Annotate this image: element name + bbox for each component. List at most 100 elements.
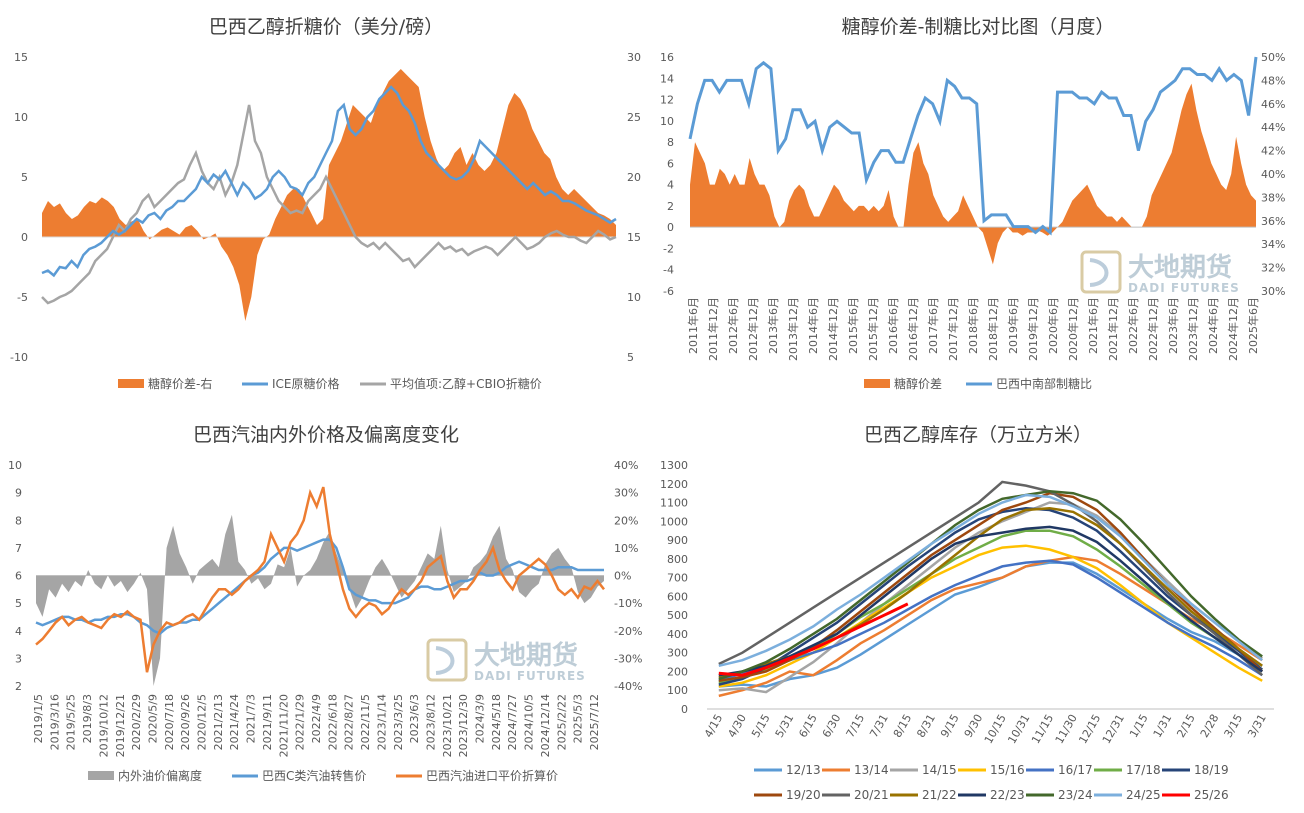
x-tick-label: 2019/3/16 [48,694,61,750]
x-tick-label: 2025年6月 [1246,297,1260,354]
x-tick-label: 2022/8/27 [343,694,356,750]
chart-gasoline-prices: 巴西汽油内外价格及偏离度变化 2 3 4 5 6 7 8 9 10 -40% -30% -20% -10… [8,424,642,783]
legend-label: 24/25 [1126,788,1161,802]
right-tick-label: 48% [1261,74,1285,87]
series-marks [688,56,1258,265]
legend-label: 22/23 [990,788,1025,802]
legend-label: 内外油价偏离度 [118,768,202,783]
legend: 糖醇价差 巴西中南部制糖比 [864,376,1092,391]
legend-label: 19/20 [786,788,821,802]
x-tick-label: 11/30 [1053,712,1080,746]
left-tick-label: 14 [660,72,674,85]
left-tick-label: 10 [660,115,674,128]
legend-label: 糖醇价差 [894,376,942,391]
watermark-mark [426,638,468,682]
legend-label: 13/14 [854,763,889,777]
right-tick-label: 40% [614,459,638,472]
legend-swatch [88,771,114,780]
x-tick-label: 2023/3/25 [392,694,405,750]
x-tick-label: 2022年6月 [1126,297,1140,354]
series-line-avg [41,104,617,305]
legend-label: 16/17 [1058,763,1093,777]
x-tick-label: 2020/7/18 [163,694,176,750]
x-tick-label: 2024/3/9 [474,694,487,743]
left-tick-label: 400 [667,628,688,641]
left-tick-label: 15 [14,51,28,64]
left-tick-label: 10 [14,111,28,124]
left-tick-label: 5 [15,597,22,610]
series-area-spread [42,69,616,321]
x-tick-label: 2025/2/22 [555,694,568,750]
right-tick-label: 0% [614,570,631,583]
x-tick-label: 2021/9/11 [261,694,274,750]
series-line-25-26 [718,602,909,677]
right-tick-label: -30% [614,652,642,665]
series-line-18-19 [718,506,1263,686]
x-tick-label: 2023/10/21 [441,694,454,757]
left-tick-label: -5 [17,291,28,304]
right-tick-label: 34% [1261,238,1285,251]
legend-label: 糖醇价差-右 [148,376,212,391]
series-line-20-21 [718,480,1264,677]
x-tick-label: 3/31 [1245,712,1269,740]
x-tick-label: 2/28 [1198,712,1222,740]
left-tick-label: 1100 [660,497,688,510]
x-tick-label: 1/15 [1127,712,1151,740]
x-tick-label: 2022/11/5 [359,694,372,750]
left-tick-label: 100 [667,684,688,697]
left-tick-label: 6 [15,570,22,583]
axis-ticks: 2 3 4 5 6 7 8 9 10 -40% -30% -20% -10% 0% 10% 20% 30% 40%… [8,459,642,757]
x-tick-label: 2020年12月 [1066,297,1080,361]
x-tick-label: 2019/5/25 [65,694,78,750]
x-tick-label: 1/31 [1151,712,1175,740]
x-tick-label: 2024年6月 [1206,297,1220,354]
x-tick-label: 2025/5/3 [572,694,585,743]
x-tick-label: 2025/7/12 [588,694,601,750]
left-tick-label: 500 [667,609,688,622]
x-tick-label: 6/30 [820,712,844,740]
x-tick-label: 2013年12月 [786,297,800,361]
left-tick-label: 1000 [660,515,688,528]
left-tick-label: 5 [21,171,28,184]
x-tick-label: 2020/2/29 [130,694,143,750]
x-tick-label: 2016年6月 [886,297,900,354]
x-tick-label: 2019/12/21 [114,694,127,757]
right-tick-label: 42% [1261,145,1285,158]
axis-ticks: -10 -5 0 5 10 15 5 10 15 20 25 30 [10,51,641,364]
left-tick-label: 12 [660,94,674,107]
x-tick-label: 11/15 [1029,712,1056,746]
legend-label: 20/21 [854,788,889,802]
x-tick-label: 2020/9/26 [179,694,192,750]
watermark-mark [1089,258,1109,287]
x-tick-label: 6/15 [796,712,820,740]
x-tick-label: 2011年12月 [706,297,720,361]
right-tick-label: 30 [627,51,641,64]
right-tick-label: 10% [614,542,638,555]
watermark-mark [1080,250,1122,294]
x-tick-label: 5/15 [749,712,773,740]
x-tick-label: 2019年6月 [1006,297,1020,354]
x-tick-label: 2023/6/3 [408,694,421,743]
x-tick-label: 2023/12/30 [457,694,470,757]
x-tick-label: 4/30 [725,712,749,740]
left-tick-label: -6 [663,285,674,298]
right-tick-label: 20% [614,514,638,527]
x-tick-label: 2021/4/24 [228,694,241,750]
x-tick-label: 2014年12月 [826,297,840,361]
left-tick-label: 8 [15,514,22,527]
right-tick-label: 30% [1261,285,1285,298]
chart-title: 糖醇价差-制糖比对比图（月度） [842,16,1115,38]
x-tick-label: 2012年6月 [726,297,740,354]
right-tick-label: 32% [1261,262,1285,275]
right-tick-label: -10% [614,597,642,610]
right-tick-label: 25 [627,111,641,124]
left-tick-label: 700 [667,572,688,585]
watermark-mark [435,646,455,675]
right-tick-label: 38% [1261,191,1285,204]
right-tick-label: -40% [614,680,642,693]
legend-swatch [118,379,144,388]
left-tick-label: 0 [681,703,688,716]
left-tick-label: -4 [663,264,674,277]
chart-title: 巴西乙醇库存（万立方米） [864,424,1092,446]
